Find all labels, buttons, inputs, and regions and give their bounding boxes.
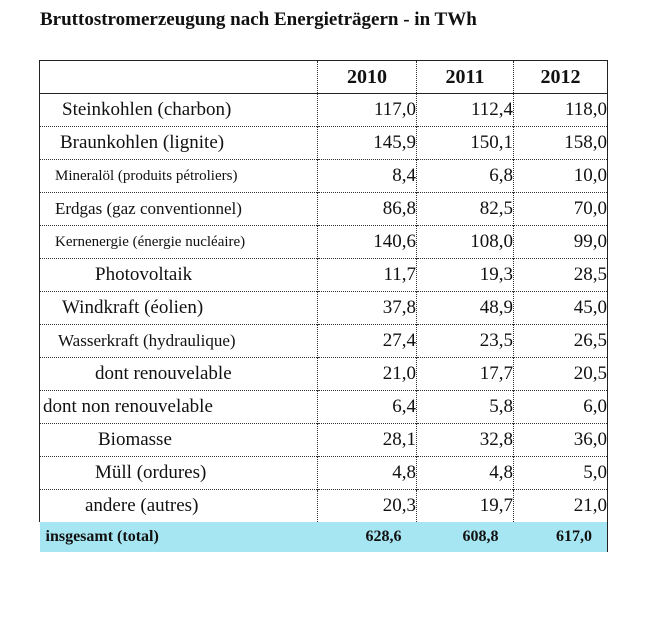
row-value: 17,7 bbox=[416, 357, 514, 391]
row-value: 20,3 bbox=[317, 489, 417, 522]
row-value: 37,8 bbox=[317, 291, 417, 325]
row-value: 82,5 bbox=[416, 192, 514, 226]
row-value: 10,0 bbox=[513, 159, 608, 193]
row-value: 6,8 bbox=[416, 159, 514, 193]
table-row: Braunkohlen (lignite) 145,9 150,1 158,0 bbox=[39, 126, 608, 160]
row-value: 20,5 bbox=[513, 357, 608, 391]
total-value: 628,6 bbox=[317, 522, 417, 552]
row-value: 28,1 bbox=[317, 423, 417, 457]
row-value: 27,4 bbox=[317, 324, 417, 358]
row-value: 86,8 bbox=[317, 192, 417, 226]
year-header: 2010 bbox=[317, 60, 417, 94]
table-row: dont renouvelable 21,0 17,7 20,5 bbox=[39, 357, 608, 391]
row-label: Photovoltaik bbox=[39, 258, 318, 292]
total-value: 608,8 bbox=[416, 522, 514, 552]
row-value: 6,0 bbox=[513, 390, 608, 424]
year-header: 2011 bbox=[416, 60, 514, 94]
table-row: Windkraft (éolien) 37,8 48,9 45,0 bbox=[39, 291, 608, 325]
row-value: 145,9 bbox=[317, 126, 417, 160]
row-value: 19,7 bbox=[416, 489, 514, 522]
row-label: Steinkohlen (charbon) bbox=[39, 93, 318, 127]
row-value: 118,0 bbox=[513, 93, 608, 127]
row-label: dont non renouvelable bbox=[39, 390, 318, 424]
table-row: dont non renouvelable 6,4 5,8 6,0 bbox=[39, 390, 608, 424]
table-title: Bruttostromerzeugung nach Energieträgern… bbox=[40, 9, 477, 30]
row-label: Windkraft (éolien) bbox=[39, 291, 318, 325]
row-label: Kernenergie (énergie nucléaire) bbox=[39, 225, 318, 259]
row-label: Braunkohlen (lignite) bbox=[39, 126, 318, 160]
total-value: 617,0 bbox=[513, 522, 608, 552]
row-value: 150,1 bbox=[416, 126, 514, 160]
table-row: Kernenergie (énergie nucléaire) 140,6 108,… bbox=[39, 225, 608, 259]
table-row: Steinkohlen (charbon) 117,0 112,4 118,0 bbox=[39, 93, 608, 127]
row-value: 5,0 bbox=[513, 456, 608, 490]
row-label: andere (autres) bbox=[39, 489, 318, 522]
table-row: Biomasse 28,1 32,8 36,0 bbox=[39, 423, 608, 457]
row-label: Wasserkraft (hydraulique) bbox=[39, 324, 318, 358]
year-header: 2012 bbox=[513, 60, 608, 94]
row-value: 21,0 bbox=[317, 357, 417, 391]
row-value: 70,0 bbox=[513, 192, 608, 226]
row-label: Müll (ordures) bbox=[39, 456, 318, 490]
total-row: insgesamt (total) 628,6 608,8 617,0 bbox=[39, 522, 608, 552]
table-row: Photovoltaik 11,7 19,3 28,5 bbox=[39, 258, 608, 292]
row-value: 32,8 bbox=[416, 423, 514, 457]
row-value: 11,7 bbox=[317, 258, 417, 292]
header-corner bbox=[39, 60, 318, 94]
row-value: 117,0 bbox=[317, 93, 417, 127]
row-value: 19,3 bbox=[416, 258, 514, 292]
row-value: 48,9 bbox=[416, 291, 514, 325]
row-value: 99,0 bbox=[513, 225, 608, 259]
row-value: 36,0 bbox=[513, 423, 608, 457]
table-row: Mineralöl (produits pétroliers) 8,4 6,8 10,… bbox=[39, 159, 608, 193]
header-row: 2010 2011 2012 bbox=[39, 60, 608, 94]
row-value: 112,4 bbox=[416, 93, 514, 127]
row-value: 45,0 bbox=[513, 291, 608, 325]
row-value: 108,0 bbox=[416, 225, 514, 259]
row-value: 4,8 bbox=[317, 456, 417, 490]
row-value: 8,4 bbox=[317, 159, 417, 193]
row-value: 23,5 bbox=[416, 324, 514, 358]
row-value: 28,5 bbox=[513, 258, 608, 292]
row-label: Erdgas (gaz conventionnel) bbox=[39, 192, 318, 226]
row-label: dont renouvelable bbox=[39, 357, 318, 391]
total-label: insgesamt (total) bbox=[39, 522, 318, 552]
row-value: 21,0 bbox=[513, 489, 608, 522]
table-row: Wasserkraft (hydraulique) 27,4 23,5 26,5 bbox=[39, 324, 608, 358]
row-value: 4,8 bbox=[416, 456, 514, 490]
table-row: Erdgas (gaz conventionnel) 86,8 82,5 70,0 bbox=[39, 192, 608, 226]
row-value: 140,6 bbox=[317, 225, 417, 259]
row-value: 158,0 bbox=[513, 126, 608, 160]
row-value: 26,5 bbox=[513, 324, 608, 358]
energy-table: 2010 2011 2012 Steinkohlen (charbon) 117,… bbox=[39, 60, 608, 552]
table-row: andere (autres) 20,3 19,7 21,0 bbox=[39, 489, 608, 522]
table-row: Müll (ordures) 4,8 4,8 5,0 bbox=[39, 456, 608, 490]
row-label: Mineralöl (produits pétroliers) bbox=[39, 159, 318, 193]
row-value: 6,4 bbox=[317, 390, 417, 424]
row-value: 5,8 bbox=[416, 390, 514, 424]
row-label: Biomasse bbox=[39, 423, 318, 457]
